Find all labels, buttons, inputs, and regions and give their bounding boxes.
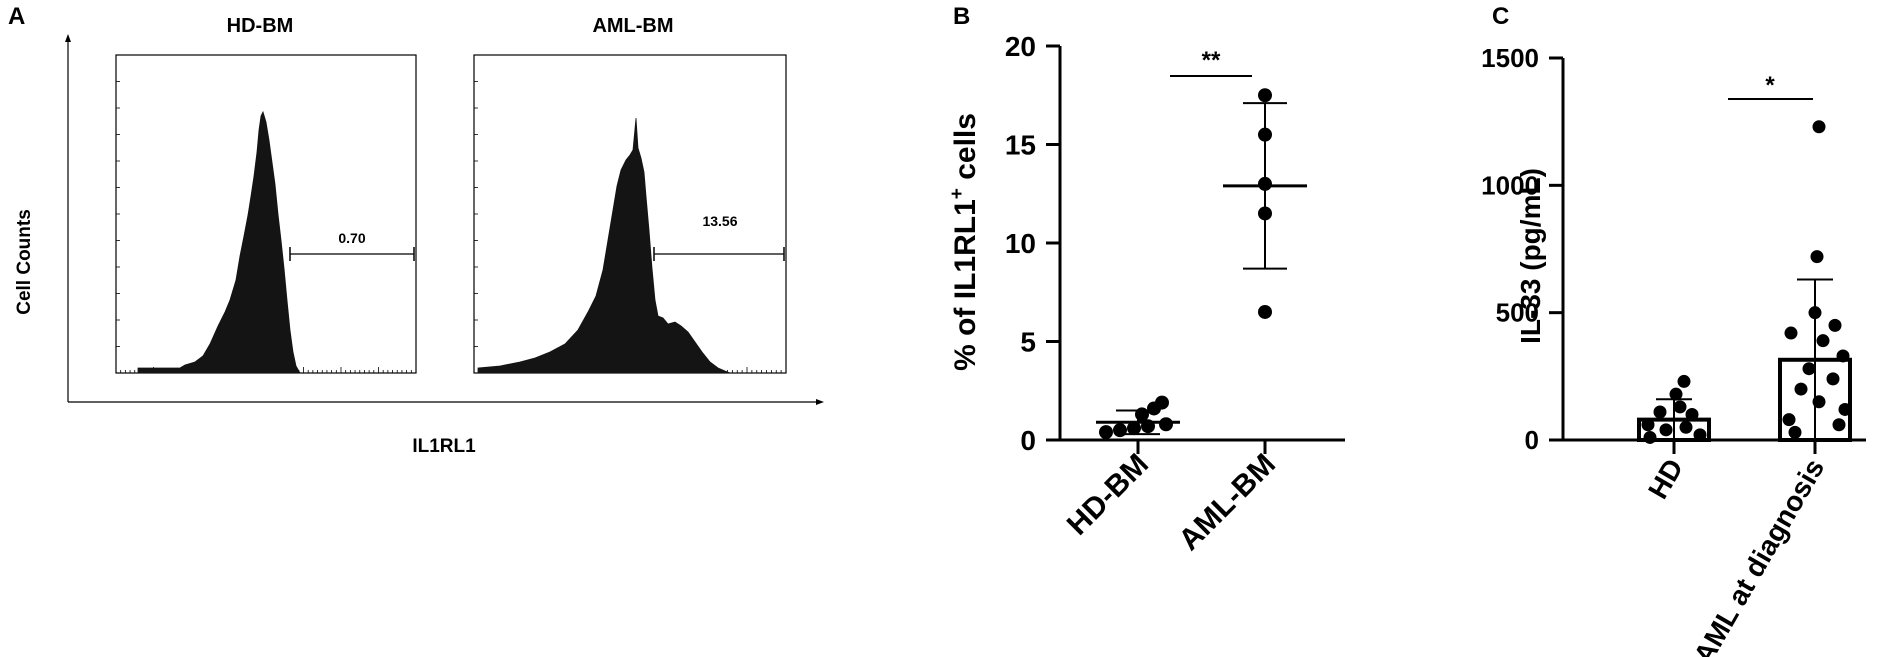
panel-c-data-point — [1659, 423, 1673, 437]
panel-c-data-point — [1832, 418, 1846, 432]
panel-b-plot — [1096, 88, 1307, 440]
panel-c-data-point — [1812, 395, 1826, 409]
panel-c-data-point — [1673, 400, 1687, 414]
panel-b-data-point — [1155, 395, 1169, 410]
panel-c-x-tick-label: AML at diagnosis — [1688, 454, 1830, 657]
panel-b-x-tick-labels: HD-BM AML-BM — [1061, 440, 1282, 557]
panel-c-significance-label: * — [1765, 72, 1775, 99]
panel-a-xlabel: IL1RL1 — [412, 436, 476, 457]
panel-b-y-tick-label: 20 — [1005, 31, 1036, 62]
panel-c-y-tick-label: 1000 — [1481, 170, 1539, 200]
panel-b-x-tick-label: HD-BM — [1061, 448, 1155, 542]
panel-c-data-point — [1828, 318, 1842, 332]
panel-b-data-point — [1127, 421, 1141, 436]
panel-b-data-point — [1258, 304, 1272, 319]
panel-c-data-point — [1816, 334, 1830, 348]
panel-c-data-point — [1784, 326, 1798, 340]
panel-c-data-point — [1679, 420, 1693, 434]
histogram-aml-bm-title: AML-BM — [592, 15, 673, 37]
panel-b-significance-label: ** — [1202, 47, 1221, 74]
panel-b-ylabel-sup: + — [947, 188, 968, 199]
panel-c-data-point — [1838, 402, 1852, 416]
panel-b-ylabel: % of IL1RL1+ cells — [947, 113, 982, 371]
panel-c-data-point — [1653, 405, 1667, 419]
histogram-aml-bm-distribution — [477, 117, 731, 374]
panel-c-y-tick-label: 500 — [1496, 298, 1539, 328]
panel-b-data-point — [1258, 127, 1272, 142]
panel-b-ylabel-tail: cells — [949, 113, 982, 188]
panel-b-data-point — [1159, 417, 1173, 432]
histogram-aml-bm: AML-BM 13.56 — [473, 15, 787, 374]
panel-b-y-tick-label: 5 — [1020, 327, 1036, 358]
panel-c-data-point — [1782, 413, 1796, 427]
panel-c-data-point — [1788, 425, 1802, 439]
panel-b-y-tick-label: 0 — [1020, 425, 1036, 456]
panel-c-data-point — [1669, 387, 1683, 401]
panel-a-y-arrowhead — [65, 34, 71, 42]
panel-b-y-tick-label: 10 — [1005, 228, 1036, 259]
panel-c-data-point — [1826, 372, 1840, 386]
panel-c-data-point — [1685, 408, 1699, 422]
panel-b-data-point — [1258, 88, 1272, 103]
panel-b-y-tick-label: 15 — [1005, 130, 1036, 161]
panel-c-data-point — [1641, 418, 1655, 432]
panel-c-data-point — [1810, 250, 1824, 264]
panel-b-y-ticks: 0 5 10 15 20 — [1005, 31, 1060, 456]
histogram-hd-bm: HD-BM 0.70 — [115, 15, 417, 374]
panel-c-data-point — [1836, 349, 1850, 363]
panel-a: A Cell Counts IL1RL1 HD-BM 0.70 AML-BM — [8, 3, 824, 457]
panel-c-data-point — [1643, 430, 1657, 444]
panel-c-y-tick-label: 1500 — [1481, 43, 1539, 73]
histogram-hd-bm-title: HD-BM — [227, 15, 294, 37]
panel-b-x-tick-label: AML-BM — [1173, 448, 1282, 557]
panel-c-data-point — [1693, 428, 1707, 442]
panel-a-letter: A — [8, 3, 25, 30]
histogram-hd-bm-distribution — [137, 110, 301, 374]
panel-b-letter: B — [953, 3, 970, 30]
panel-b-data-point — [1113, 423, 1127, 438]
panel-c-data-point — [1808, 306, 1822, 320]
panel-c-y-ticks: 0 500 1000 1500 — [1481, 43, 1563, 455]
panel-b-data-point — [1141, 419, 1155, 434]
panel-a-x-arrowhead — [816, 399, 824, 405]
panel-c-letter: C — [1492, 3, 1509, 30]
panel-a-ylabel: Cell Counts — [14, 209, 35, 315]
panel-c-plot — [1637, 120, 1852, 444]
panel-b-data-point — [1135, 407, 1149, 422]
panel-b-data-point — [1258, 206, 1272, 221]
panel-c-data-point — [1812, 120, 1826, 134]
panel-c-ylabel: IL-33 (pg/mL) — [1515, 168, 1546, 344]
panel-b-data-point — [1258, 176, 1272, 191]
panel-c-x-tick-label: HD — [1642, 454, 1689, 505]
panel-b: B 0 5 10 15 20 % of IL1RL1+ cells ** HD-BM AM… — [947, 3, 1345, 557]
panel-c-y-tick-label: 0 — [1525, 425, 1539, 455]
panel-c-data-point — [1802, 362, 1816, 376]
panel-b-data-point — [1099, 425, 1113, 440]
panel-c-data-point — [1794, 382, 1808, 396]
panel-b-ylabel-main: % of IL1RL1 — [949, 199, 982, 371]
histogram-aml-bm-gate-label: 13.56 — [702, 213, 737, 229]
panel-c-data-point — [1677, 374, 1691, 388]
histogram-hd-bm-gate-label: 0.70 — [338, 230, 365, 246]
